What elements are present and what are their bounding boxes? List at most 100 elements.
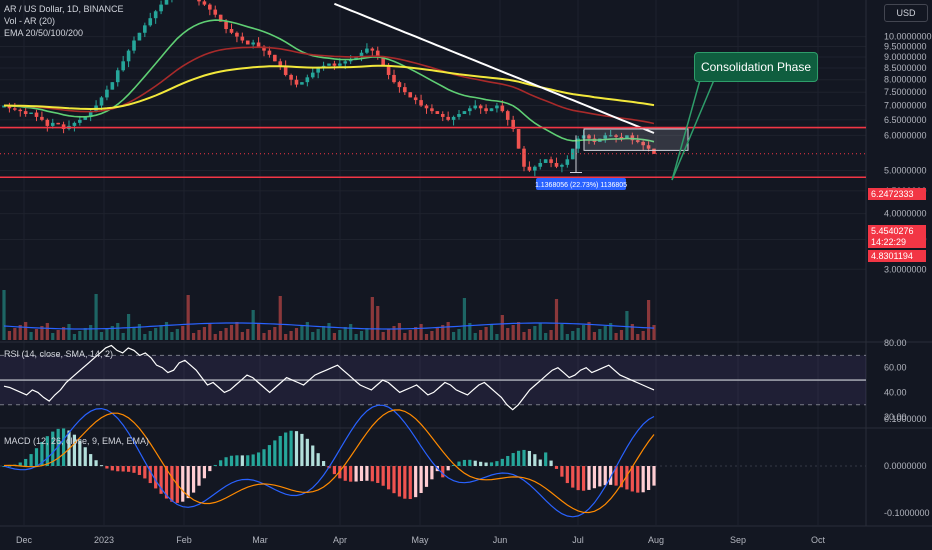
candle-body <box>289 74 293 80</box>
macd-histogram-bar <box>51 431 55 466</box>
volume-bar <box>67 324 71 340</box>
price-axis-label: 8.0000000 <box>884 75 927 85</box>
ema200-line <box>334 2 655 134</box>
candle-body <box>229 29 234 33</box>
price-axis-label: 8.5000000 <box>884 63 927 73</box>
macd-histogram-bar <box>143 466 147 479</box>
rsi-axis-label: 60.00 <box>884 363 907 373</box>
price-axis-label: 6.0000000 <box>884 130 927 140</box>
candle-body <box>635 140 640 142</box>
macd-histogram-bar <box>45 436 49 466</box>
candle-body <box>419 100 423 106</box>
candle-body <box>34 112 39 117</box>
macd-histogram-bar <box>311 445 315 466</box>
ema-indicator-label[interactable]: EMA 20/50/100/200 <box>4 28 84 38</box>
volume-bar <box>522 332 526 340</box>
volume-indicator-label[interactable]: Vol - AR (20) <box>4 16 56 26</box>
macd-histogram-bar <box>408 466 412 500</box>
volume-bar <box>197 330 201 340</box>
candle-body <box>527 166 532 171</box>
macd-title[interactable]: MACD (12, 26, close, 9, EMA, EMA) <box>4 436 150 446</box>
macd-histogram-bar <box>240 455 244 466</box>
macd-histogram-bar <box>99 465 104 467</box>
volume-bar <box>2 290 6 340</box>
macd-histogram-bar <box>89 454 93 466</box>
volume-bar <box>603 326 607 340</box>
volume-bar <box>126 314 131 340</box>
macd-histogram-bar <box>533 454 537 466</box>
volume-bar <box>219 331 223 340</box>
candle-body <box>522 148 526 167</box>
rsi-title[interactable]: RSI (14, close, SMA, 14, 2) <box>4 349 114 359</box>
macd-histogram-bar <box>61 428 66 466</box>
macd-histogram-bar <box>576 466 580 491</box>
volume-bar <box>170 332 174 340</box>
volume-bar <box>89 325 93 340</box>
time-axis-label: Sep <box>730 535 746 545</box>
volume-bar <box>430 331 434 340</box>
candle-body <box>440 113 445 117</box>
macd-histogram-bar <box>289 430 293 466</box>
volume-bar <box>110 326 114 340</box>
macd-histogram-bar <box>305 438 309 466</box>
macd-histogram-bar <box>349 466 353 482</box>
macd-histogram-bar <box>235 455 239 466</box>
candle-body <box>18 109 23 112</box>
time-axis-label: Aug <box>648 535 664 545</box>
macd-histogram-bar <box>278 435 282 466</box>
macd-histogram-bar <box>181 466 185 502</box>
macd-histogram-bar <box>273 440 277 466</box>
volume-bar <box>29 332 33 340</box>
macd-histogram-bar <box>554 466 559 469</box>
macd-histogram-bar <box>473 460 477 466</box>
macd-histogram-bar <box>560 466 564 477</box>
volume-bar <box>576 328 580 340</box>
candle-body <box>121 61 125 71</box>
macd-histogram-bar <box>652 466 656 486</box>
macd-histogram-bar <box>414 466 418 498</box>
candle-body <box>652 148 656 154</box>
macd-histogram-bar <box>619 466 624 488</box>
volume-bar <box>549 330 553 340</box>
consolidation-box <box>583 128 689 151</box>
candle-body <box>262 46 266 51</box>
macd-histogram-bar <box>538 459 542 466</box>
support-price-tag: 4.8301194 <box>868 250 926 262</box>
measure-label: 1.1368056 (22.73%) 1136805 <box>535 182 627 189</box>
candle-body <box>608 135 613 137</box>
volume-bar <box>284 334 288 340</box>
volume-bar <box>94 294 98 340</box>
candle-body <box>549 159 553 163</box>
volume-bar <box>181 326 185 340</box>
macd-histogram-bar <box>191 466 196 493</box>
volume-bar <box>349 324 353 340</box>
volume-bar <box>316 329 320 340</box>
macd-axis-label: 0.0000000 <box>884 461 927 471</box>
macd-histogram-bar <box>359 466 364 482</box>
candle-body <box>137 32 142 41</box>
time-axis-label: May <box>411 535 429 545</box>
time-axis-label: Jun <box>493 535 508 545</box>
volume-bar <box>408 330 412 340</box>
macd-histogram-bar <box>300 433 304 466</box>
volume-bar <box>251 310 255 340</box>
time-axis-label: Feb <box>176 535 192 545</box>
consolidation-callout[interactable]: Consolidation Phase <box>694 52 818 82</box>
volume-bar <box>34 329 39 340</box>
time-axis-label: Mar <box>252 535 268 545</box>
candle-body <box>435 111 440 114</box>
macd-histogram-bar <box>29 454 33 466</box>
macd-histogram-bar <box>354 466 358 482</box>
macd-histogram-bar <box>321 461 326 466</box>
volume-bar <box>13 328 17 340</box>
macd-histogram-bar <box>522 449 526 466</box>
macd-histogram-bar <box>403 466 407 499</box>
price-axis-label: 10.0000000 <box>884 32 932 42</box>
currency-button[interactable]: USD <box>884 4 928 22</box>
macd-histogram-bar <box>630 466 634 492</box>
macd-histogram-bar <box>598 466 602 487</box>
macd-histogram-bar <box>256 452 261 466</box>
macd-histogram-bar <box>132 466 136 473</box>
candle-body <box>446 116 450 120</box>
